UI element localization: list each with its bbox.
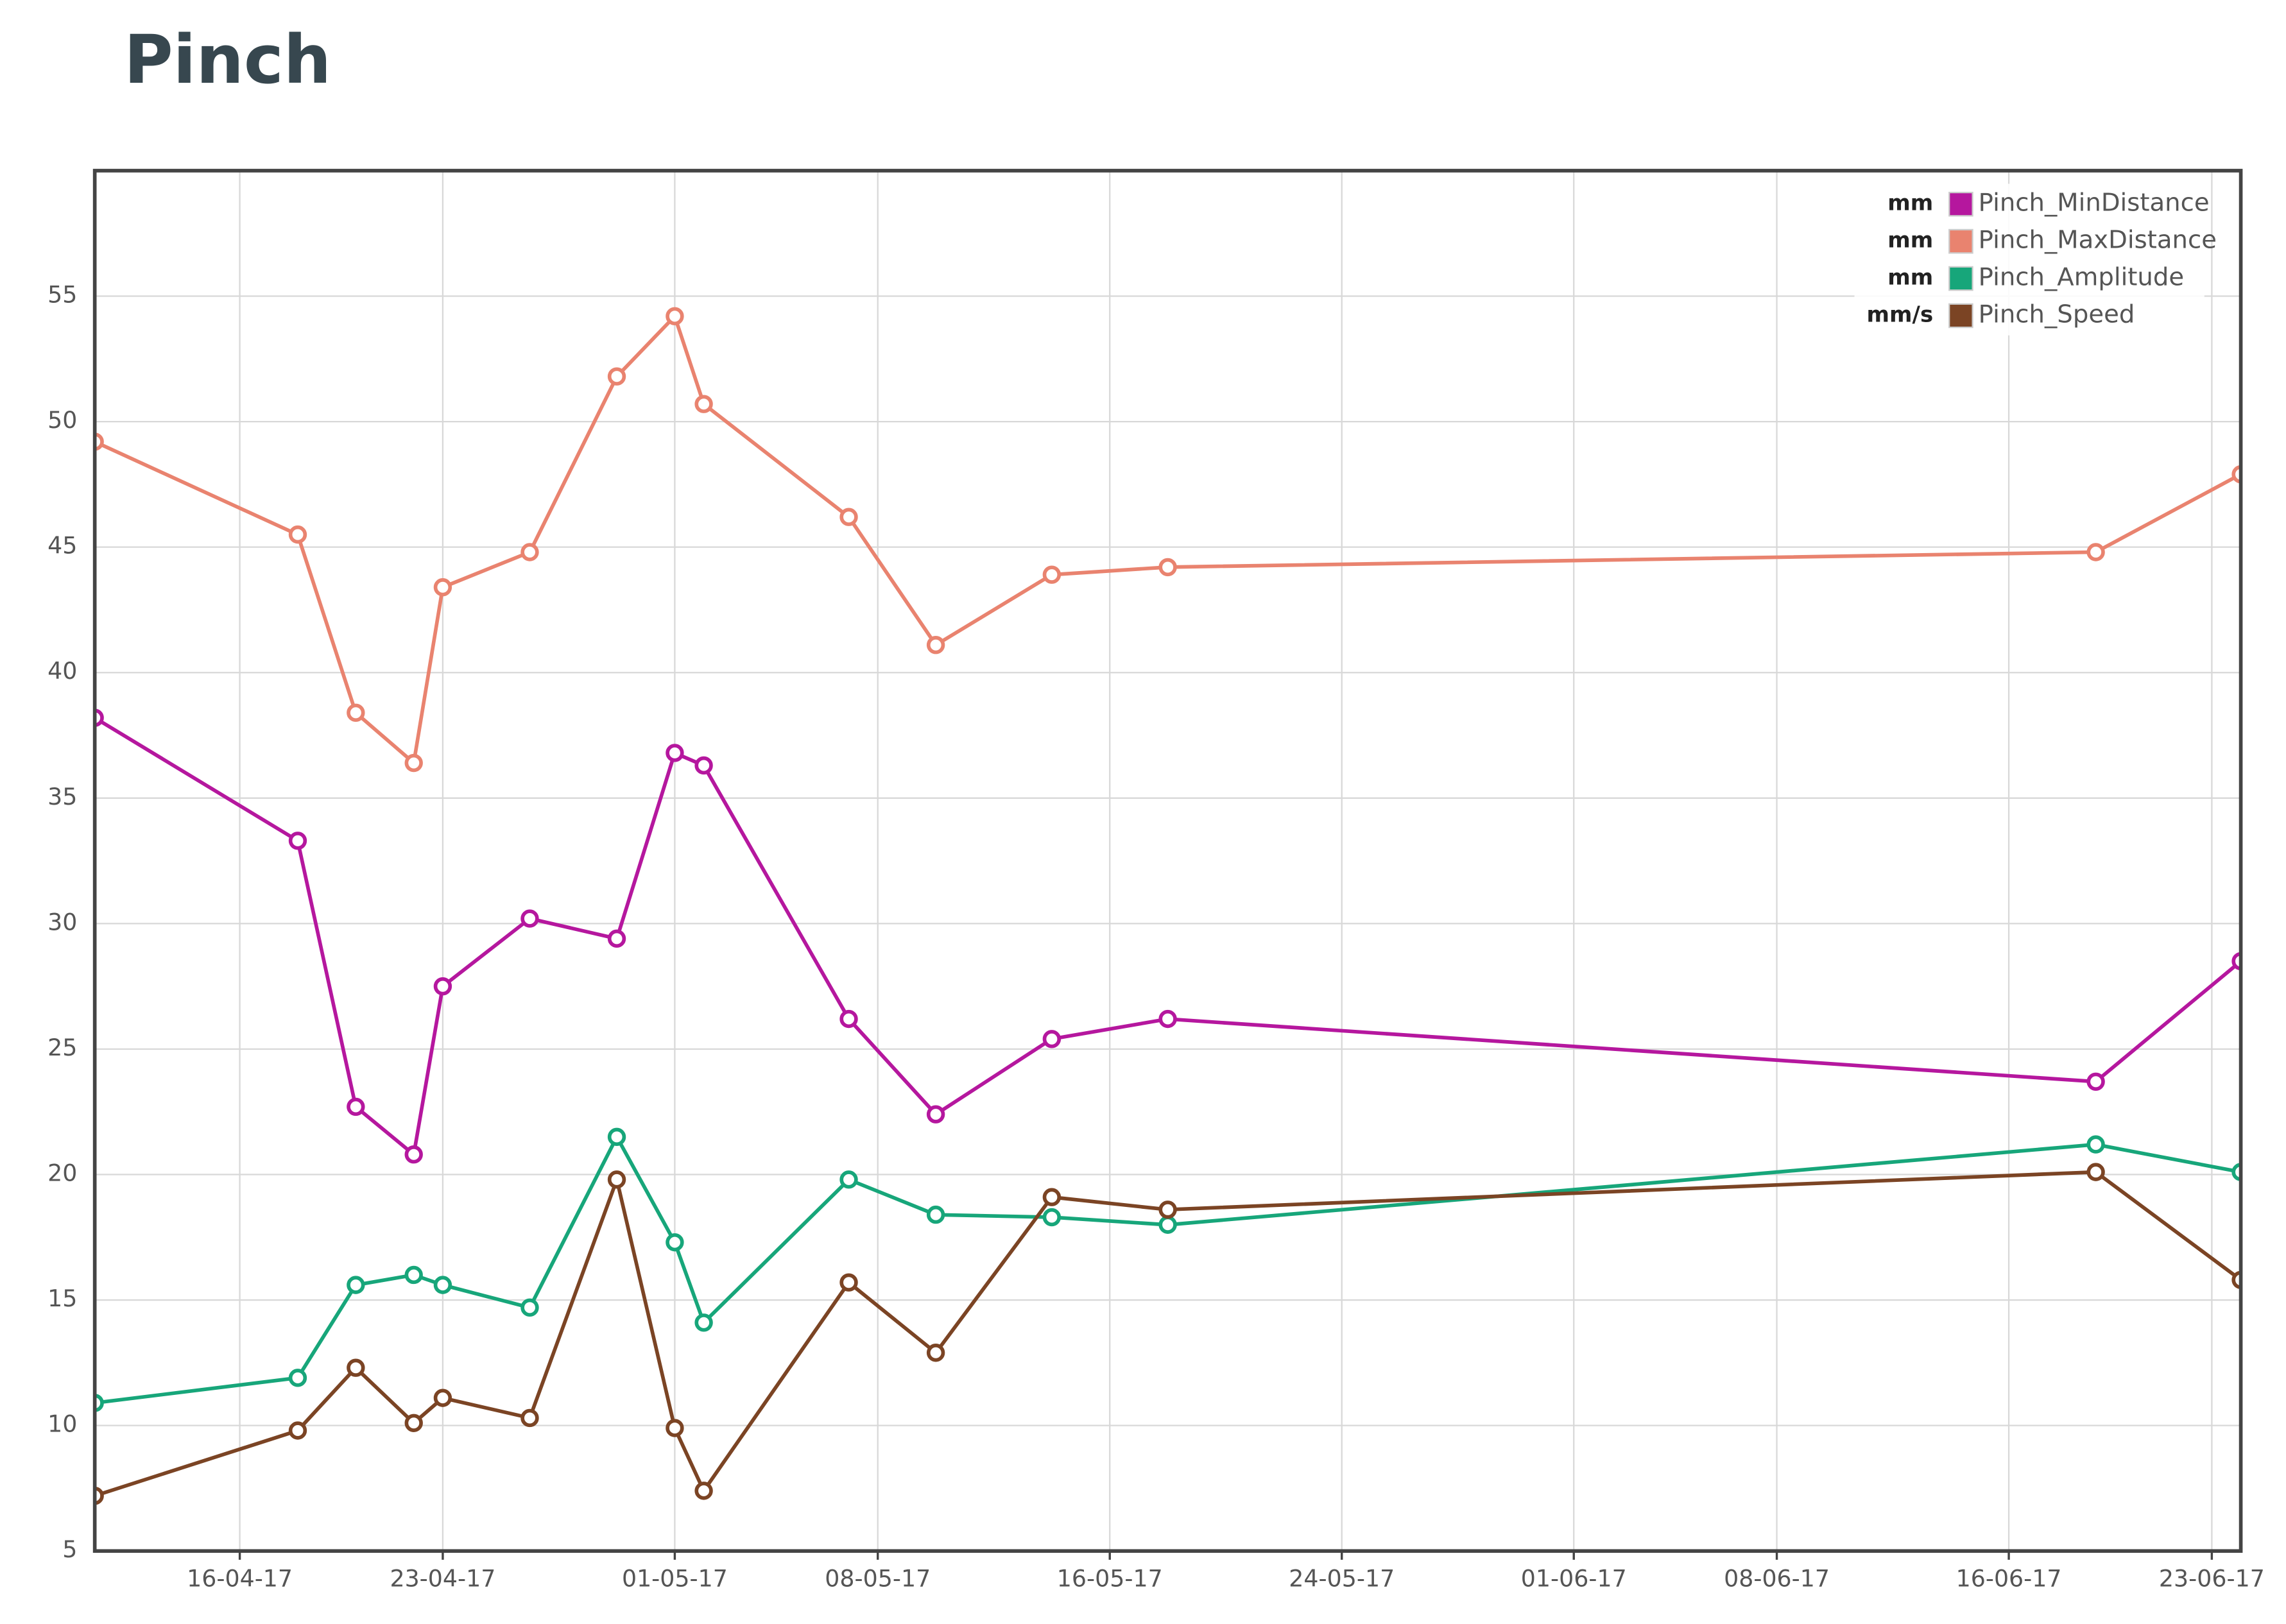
legend-swatch bbox=[1948, 303, 1973, 329]
legend-label: Pinch_MinDistance bbox=[1979, 189, 2210, 218]
data-point bbox=[926, 636, 945, 654]
legend-unit: mm bbox=[1887, 191, 1933, 216]
legend-unit: mm bbox=[1887, 265, 1933, 291]
y-tick-label: 25 bbox=[47, 1034, 77, 1061]
x-tick-label: 23-04-17 bbox=[390, 1565, 495, 1593]
data-point bbox=[607, 367, 626, 386]
data-point bbox=[839, 1009, 858, 1029]
data-point bbox=[520, 909, 539, 928]
data-point bbox=[288, 1421, 307, 1440]
data-point bbox=[347, 703, 365, 722]
data-point bbox=[404, 1265, 423, 1285]
data-point bbox=[1158, 1215, 1177, 1234]
legend-swatch bbox=[1948, 266, 1973, 291]
data-point bbox=[926, 1205, 945, 1224]
legend-box bbox=[1854, 184, 2204, 336]
legend-swatch bbox=[1948, 191, 1973, 217]
legend-label: Pinch_MaxDistance bbox=[1979, 226, 2217, 255]
data-point bbox=[926, 1105, 945, 1124]
data-point bbox=[839, 1170, 858, 1189]
data-point bbox=[666, 307, 684, 326]
data-point bbox=[433, 1389, 452, 1407]
data-point bbox=[288, 525, 307, 544]
plot-frame bbox=[92, 169, 2243, 1553]
data-point bbox=[694, 1313, 713, 1332]
y-tick-label: 5 bbox=[62, 1535, 77, 1563]
data-point bbox=[926, 1344, 945, 1362]
data-point bbox=[666, 1233, 684, 1252]
data-point bbox=[347, 1097, 365, 1116]
x-tick-label: 01-06-17 bbox=[1521, 1565, 1627, 1593]
x-tick-label: 16-05-17 bbox=[1057, 1565, 1163, 1593]
data-point bbox=[1042, 1188, 1061, 1206]
data-point bbox=[1042, 565, 1061, 584]
x-tick-label: 08-05-17 bbox=[825, 1565, 931, 1593]
x-tick-label: 23-06-17 bbox=[2159, 1565, 2265, 1593]
series-line bbox=[94, 716, 2241, 1158]
x-tick-label: 16-04-17 bbox=[187, 1565, 293, 1593]
data-point bbox=[1158, 1201, 1177, 1219]
legend-unit: mm bbox=[1887, 228, 1933, 253]
data-point bbox=[666, 1419, 684, 1437]
data-point bbox=[839, 1273, 858, 1292]
data-point bbox=[607, 1170, 626, 1189]
legend-label: Pinch_Amplitude bbox=[1979, 263, 2184, 292]
y-tick-label: 45 bbox=[47, 532, 77, 560]
y-tick-label: 30 bbox=[47, 908, 77, 936]
legend-unit: mm/s bbox=[1867, 302, 1934, 327]
data-point bbox=[347, 1358, 365, 1377]
data-point bbox=[1158, 558, 1177, 577]
data-point bbox=[2086, 1072, 2105, 1091]
x-tick-label: 24-05-17 bbox=[1289, 1565, 1395, 1593]
data-point bbox=[288, 832, 307, 850]
data-point bbox=[694, 756, 713, 775]
chart-title: Pinch bbox=[124, 21, 331, 99]
data-point bbox=[288, 1369, 307, 1387]
y-tick-label: 55 bbox=[47, 281, 77, 309]
grid bbox=[94, 170, 2241, 1552]
data-point bbox=[694, 1482, 713, 1500]
data-point bbox=[607, 929, 626, 948]
data-point bbox=[347, 1276, 365, 1294]
x-tick-label: 01-05-17 bbox=[622, 1565, 728, 1593]
data-point bbox=[433, 578, 452, 597]
axes: 5 10 15 20 25 30 35 40 45 50 55 16-04-17 23-04-17 01-… bbox=[47, 281, 2265, 1593]
data-point bbox=[520, 1408, 539, 1428]
x-tick-label: 16-06-17 bbox=[1956, 1565, 2062, 1593]
data-point bbox=[433, 977, 452, 996]
data-point bbox=[1042, 1030, 1061, 1048]
y-tick-label: 15 bbox=[47, 1285, 77, 1312]
legend-label: Pinch_Speed bbox=[1979, 300, 2135, 329]
y-tick-label: 10 bbox=[47, 1410, 77, 1438]
data-point bbox=[2086, 1163, 2105, 1181]
data-point bbox=[520, 543, 539, 561]
y-tick-label: 40 bbox=[47, 657, 77, 685]
data-point bbox=[694, 395, 713, 413]
data-point bbox=[607, 1127, 626, 1147]
y-tick-label: 35 bbox=[47, 783, 77, 810]
data-point bbox=[2086, 1135, 2105, 1154]
plot-area bbox=[94, 307, 2241, 1505]
data-point bbox=[404, 1145, 423, 1164]
data-point bbox=[839, 508, 858, 526]
data-point bbox=[1158, 1009, 1177, 1029]
y-tick-label: 20 bbox=[47, 1159, 77, 1187]
legend-swatch bbox=[1948, 228, 1973, 254]
data-point bbox=[404, 1414, 423, 1432]
data-point bbox=[666, 744, 684, 762]
series-line bbox=[94, 312, 2241, 767]
x-tick-label: 08-06-17 bbox=[1724, 1565, 1830, 1593]
data-point bbox=[1042, 1208, 1061, 1227]
data-point bbox=[520, 1298, 539, 1317]
data-point bbox=[433, 1276, 452, 1294]
data-point bbox=[2086, 543, 2105, 561]
data-point bbox=[404, 753, 423, 773]
y-tick-label: 50 bbox=[47, 406, 77, 434]
